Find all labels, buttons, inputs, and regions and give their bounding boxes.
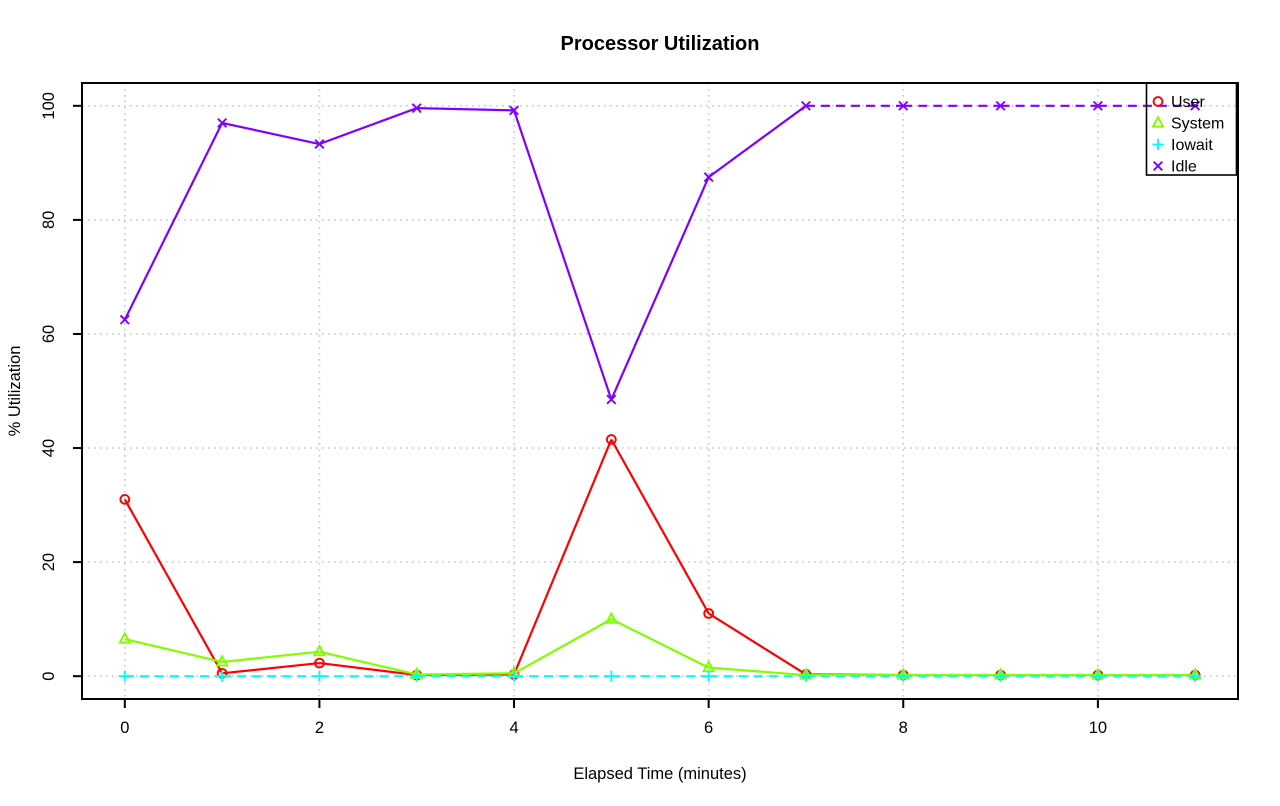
plus-marker xyxy=(411,670,423,682)
x-marker xyxy=(898,100,909,111)
plus-marker xyxy=(1092,670,1104,682)
x-tick-label: 0 xyxy=(120,719,129,737)
plus-marker xyxy=(313,670,326,682)
plot-border xyxy=(81,82,1239,700)
plus-marker xyxy=(119,670,131,682)
gridlines xyxy=(82,83,1238,699)
y-axis-label: % Utilization xyxy=(6,346,24,437)
plus-marker xyxy=(1189,670,1201,682)
segment xyxy=(319,661,417,677)
segment xyxy=(416,106,515,112)
plus-marker xyxy=(897,670,909,682)
segment xyxy=(708,666,807,677)
legend-box xyxy=(1145,82,1238,176)
chart-title: Processor Utilization xyxy=(561,33,760,55)
legend-circle-marker xyxy=(1152,96,1164,107)
x-tick-label: 10 xyxy=(1089,719,1107,737)
segment xyxy=(708,612,807,676)
circle-marker xyxy=(314,657,325,669)
segment xyxy=(222,650,320,664)
series-markers-system xyxy=(118,611,1202,680)
legend-x-marker xyxy=(1153,161,1163,171)
segment xyxy=(610,438,710,614)
plus-marker xyxy=(508,670,520,682)
x-marker xyxy=(1092,100,1103,111)
segment xyxy=(319,107,418,146)
plus-marker xyxy=(994,670,1007,682)
x-tick-label: 2 xyxy=(315,719,324,737)
x-tick-label: 6 xyxy=(704,719,713,737)
x-marker xyxy=(411,103,422,114)
x-marker xyxy=(995,100,1006,111)
data-series xyxy=(118,100,1202,682)
plus-marker xyxy=(605,670,617,682)
plus-marker xyxy=(703,670,715,682)
x-marker xyxy=(703,172,714,183)
segment xyxy=(123,498,224,674)
x-marker xyxy=(217,117,228,128)
plus-marker xyxy=(216,670,228,682)
segment xyxy=(124,638,223,663)
series-line-user xyxy=(123,438,1196,677)
legend-entry-label: System xyxy=(1171,116,1224,133)
series-markers-idle xyxy=(119,100,1201,405)
segment xyxy=(221,121,320,146)
x-tick-label: 4 xyxy=(509,719,518,737)
y-tick-label: 20 xyxy=(40,553,58,571)
plus-marker xyxy=(800,670,812,682)
legend-entry-label: Iowait xyxy=(1171,137,1213,154)
triangle-marker xyxy=(215,654,229,667)
series-line-idle xyxy=(123,104,1196,400)
triangle-marker xyxy=(118,631,132,644)
x-marker xyxy=(606,394,617,405)
legend: User System Iowait Idle xyxy=(1145,82,1238,176)
x-marker xyxy=(1190,100,1201,111)
segment xyxy=(416,672,515,676)
y-tick-label: 80 xyxy=(40,211,58,229)
triangle-marker xyxy=(604,611,618,624)
legend-entry-label: User xyxy=(1171,94,1205,111)
segment xyxy=(513,618,612,675)
x-marker xyxy=(509,105,520,116)
circle-marker xyxy=(605,434,617,445)
y-tick-label: 40 xyxy=(40,439,58,457)
segment xyxy=(513,439,613,675)
x-tick-label: 8 xyxy=(899,719,908,737)
segment xyxy=(610,176,710,400)
legend-plus-marker xyxy=(1152,138,1164,151)
segment xyxy=(610,618,710,669)
y-tick-label: 0 xyxy=(40,672,58,681)
segment xyxy=(222,661,320,675)
triangle-marker xyxy=(312,643,327,657)
x-marker xyxy=(800,100,811,111)
series-markers-iowait xyxy=(119,670,1201,682)
circle-marker xyxy=(119,494,131,505)
segment xyxy=(123,122,224,321)
segment xyxy=(319,650,417,676)
y-tick-label: 60 xyxy=(40,325,58,343)
segment xyxy=(708,104,807,178)
series-line-system xyxy=(124,618,1196,677)
segment xyxy=(512,110,613,400)
legend-triangle-marker xyxy=(1151,115,1165,128)
x-marker xyxy=(314,139,325,150)
x-marker xyxy=(119,314,130,325)
y-tick-label: 100 xyxy=(40,92,58,120)
x-axis-label: Elapsed Time (minutes) xyxy=(573,765,746,783)
circle-marker xyxy=(703,608,715,619)
legend-entry-label: Idle xyxy=(1171,159,1197,176)
